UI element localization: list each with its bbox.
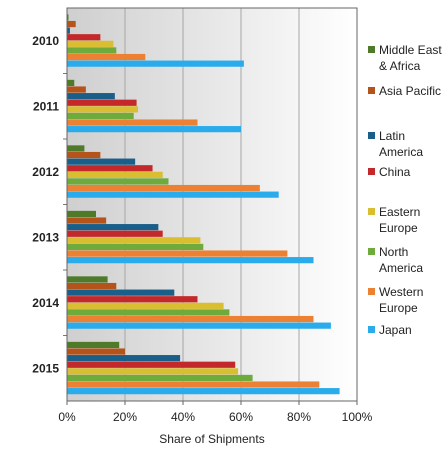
bar-2013-western-europe: [67, 250, 288, 257]
legend-label: Latin: [379, 129, 405, 143]
bar-2012-china: [67, 165, 153, 172]
legend-label: North: [379, 245, 408, 259]
bar-2015-eastern-europe: [67, 368, 239, 375]
legend-swatch: [368, 87, 375, 94]
bar-2012-western-europe: [67, 184, 260, 192]
bar-2015-japan: [67, 388, 340, 395]
y-tick-label: 2010: [32, 34, 59, 48]
legend-label: Europe: [379, 221, 418, 235]
legend-swatch: [368, 208, 375, 215]
bar-2012-north-america: [67, 178, 169, 185]
bar-2010-north-america: [67, 47, 117, 54]
bar-2012-asia-pacific: [67, 151, 101, 159]
bar-2013-north-america: [67, 243, 204, 251]
bar-2011-japan: [67, 126, 241, 133]
x-tick-label: 80%: [287, 410, 311, 424]
bar-2013-china: [67, 230, 163, 237]
bar-2011-middle-east-africa: [67, 79, 75, 87]
bar-2010-eastern-europe: [67, 40, 114, 47]
bar-2011-western-europe: [67, 119, 198, 126]
y-tick-label: 2013: [32, 230, 59, 244]
x-tick-label: 40%: [171, 410, 195, 424]
bar-2013-eastern-europe: [67, 237, 201, 244]
legend-label: China: [379, 165, 411, 179]
plot-area: [67, 8, 357, 401]
bar-2015-asia-pacific: [67, 348, 125, 355]
legend-label: Asia Pacific: [379, 84, 441, 98]
bar-2013-middle-east-africa: [67, 210, 96, 218]
bar-2011-north-america: [67, 112, 134, 120]
bar-2011-asia-pacific: [67, 86, 86, 93]
x-tick-label: 20%: [113, 410, 137, 424]
bar-2015-western-europe: [67, 381, 320, 388]
legend-swatch: [368, 288, 375, 295]
legend-label: Europe: [379, 301, 418, 315]
legend-label: & Africa: [379, 59, 421, 73]
legend-label: Middle East: [379, 43, 442, 57]
bar-2010-japan: [67, 60, 244, 67]
legend-label: America: [379, 145, 423, 159]
bar-2011-latin-america: [67, 93, 115, 100]
legend-swatch: [368, 46, 375, 53]
bar-2014-china: [67, 296, 198, 303]
bar-2014-asia-pacific: [67, 282, 117, 290]
bar-2011-china: [67, 99, 137, 106]
bar-2012-japan: [67, 191, 279, 198]
bar-2010-western-europe: [67, 53, 146, 61]
bar-2014-eastern-europe: [67, 302, 224, 309]
legend-swatch: [368, 132, 375, 139]
y-tick-label: 2015: [32, 361, 59, 375]
y-tick-label: 2012: [32, 165, 59, 179]
legend-label: Western: [379, 285, 423, 299]
bar-2015-north-america: [67, 374, 253, 382]
legend-label: Japan: [379, 323, 412, 337]
bar-2014-latin-america: [67, 289, 175, 296]
bar-2013-latin-america: [67, 224, 159, 231]
bar-2013-japan: [67, 257, 314, 264]
bar-2012-middle-east-africa: [67, 145, 85, 152]
bar-2013-asia-pacific: [67, 217, 107, 224]
y-tick-label: 2014: [32, 296, 59, 310]
bar-2010-middle-east-africa: [67, 14, 69, 21]
x-tick-label: 0%: [58, 410, 76, 424]
bar-2015-china: [67, 361, 236, 368]
bar-2011-eastern-europe: [67, 106, 139, 113]
bar-2012-eastern-europe: [67, 171, 163, 178]
bar-2014-western-europe: [67, 315, 314, 323]
legend-label: Eastern: [379, 205, 420, 219]
bar-2015-latin-america: [67, 355, 181, 362]
bar-2014-middle-east-africa: [67, 276, 108, 283]
legend-swatch: [368, 326, 375, 333]
bar-2014-japan: [67, 322, 331, 329]
bar-2012-latin-america: [67, 158, 136, 165]
bar-2010-latin-america: [67, 27, 70, 34]
x-tick-label: 100%: [342, 410, 373, 424]
x-tick-label: 60%: [229, 410, 253, 424]
legend-swatch: [368, 168, 375, 175]
legend-swatch: [368, 248, 375, 255]
legend-label: America: [379, 261, 423, 275]
bar-2010-asia-pacific: [67, 20, 76, 28]
bar-2010-china: [67, 34, 101, 41]
plot-border: [66, 7, 358, 402]
y-tick-label: 2011: [33, 99, 59, 113]
x-axis-title: Share of Shipments: [159, 432, 264, 446]
bar-2015-middle-east-africa: [67, 341, 120, 349]
bar-2014-north-america: [67, 309, 230, 316]
